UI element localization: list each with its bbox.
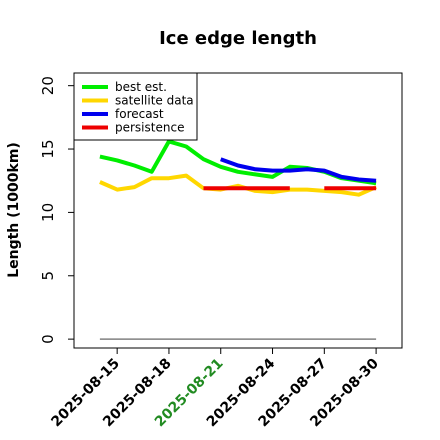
legend-label-best-est-: best est.	[115, 80, 167, 94]
legend-label-satellite-data: satellite data	[115, 94, 194, 108]
legend-label-persistence: persistence	[115, 121, 184, 135]
y-tick-label: 20	[39, 76, 57, 95]
y-tick-label: 15	[39, 139, 57, 158]
plot-frame	[73, 72, 403, 349]
chart-title: Ice edge length	[159, 28, 317, 49]
y-axis-label: Length (1000km)	[6, 142, 22, 278]
legend: best est.satellite dataforecastpersisten…	[73, 72, 198, 141]
y-tick-label: 5	[39, 271, 57, 281]
y-tick-label: 10	[39, 203, 57, 222]
plot-area	[99, 139, 377, 340]
y-tick-label: 0	[39, 334, 57, 344]
legend-label-forecast: forecast	[115, 107, 164, 121]
series-line-satellite-data	[99, 173, 377, 197]
series-line-forecast	[220, 157, 377, 183]
